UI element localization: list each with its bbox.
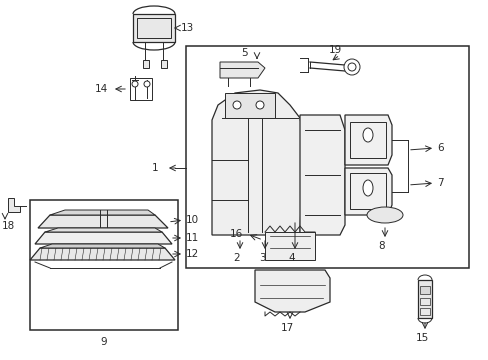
Polygon shape [220, 62, 264, 78]
Text: 3: 3 [258, 253, 265, 263]
Polygon shape [40, 244, 164, 248]
Polygon shape [35, 232, 172, 244]
Ellipse shape [343, 59, 359, 75]
Polygon shape [8, 198, 20, 212]
Text: 10: 10 [185, 215, 199, 225]
Bar [417, 280, 431, 318]
Bar [161, 60, 167, 68]
Ellipse shape [347, 63, 355, 71]
Bar [419, 286, 429, 294]
Ellipse shape [362, 180, 372, 196]
Ellipse shape [232, 101, 241, 109]
Ellipse shape [132, 81, 138, 87]
Text: 18: 18 [2, 221, 15, 231]
Text: 13: 13 [181, 23, 194, 33]
Text: 4: 4 [288, 253, 295, 263]
Bar [419, 308, 429, 315]
Text: 6: 6 [436, 143, 443, 153]
Ellipse shape [256, 101, 264, 109]
Text: 11: 11 [185, 233, 199, 243]
Bar [30, 200, 178, 330]
Text: 5: 5 [241, 48, 248, 58]
Text: 15: 15 [414, 333, 428, 343]
Bar [224, 93, 274, 118]
Bar [349, 122, 385, 158]
Polygon shape [299, 115, 345, 235]
Ellipse shape [143, 81, 150, 87]
Text: 12: 12 [185, 249, 199, 259]
Polygon shape [30, 248, 175, 260]
Bar [185, 46, 468, 268]
Bar [349, 173, 385, 209]
Bar [264, 232, 314, 260]
Text: 7: 7 [436, 178, 443, 188]
Text: 1: 1 [151, 163, 158, 173]
Text: 8: 8 [378, 241, 385, 251]
Bar [419, 298, 429, 305]
Text: 2: 2 [233, 253, 240, 263]
Ellipse shape [362, 128, 372, 142]
Bar [130, 78, 152, 100]
Text: 9: 9 [101, 337, 107, 347]
Bar [137, 18, 171, 38]
Text: 14: 14 [95, 84, 108, 94]
Polygon shape [45, 228, 162, 232]
Polygon shape [345, 115, 391, 165]
Polygon shape [50, 210, 155, 215]
Bar [133, 14, 175, 42]
Polygon shape [345, 168, 391, 215]
Text: 17: 17 [280, 323, 293, 333]
Ellipse shape [366, 207, 402, 223]
Bar [142, 60, 149, 68]
Polygon shape [38, 215, 168, 228]
Polygon shape [254, 270, 329, 312]
Polygon shape [212, 90, 303, 235]
Text: 19: 19 [328, 45, 341, 55]
Text: 16: 16 [229, 229, 243, 239]
